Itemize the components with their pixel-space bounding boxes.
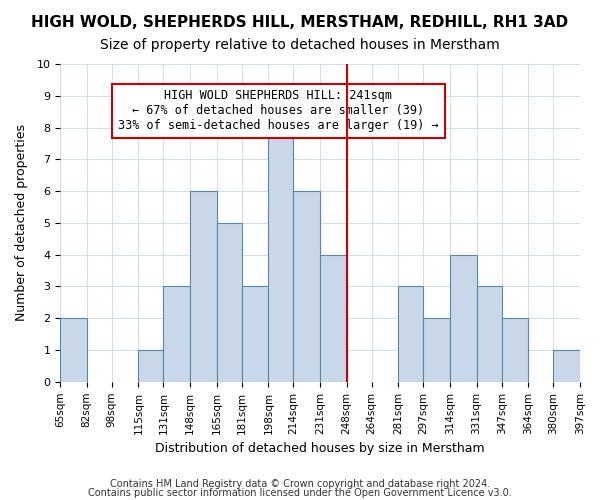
Bar xyxy=(163,286,190,382)
Bar xyxy=(190,191,217,382)
Bar xyxy=(502,318,529,382)
Bar xyxy=(320,254,347,382)
Text: Contains HM Land Registry data © Crown copyright and database right 2024.: Contains HM Land Registry data © Crown c… xyxy=(110,479,490,489)
Bar xyxy=(60,318,86,382)
Text: HIGH WOLD, SHEPHERDS HILL, MERSTHAM, REDHILL, RH1 3AD: HIGH WOLD, SHEPHERDS HILL, MERSTHAM, RED… xyxy=(31,15,569,30)
Y-axis label: Number of detached properties: Number of detached properties xyxy=(15,124,28,322)
Bar xyxy=(553,350,580,382)
Bar xyxy=(424,318,450,382)
X-axis label: Distribution of detached houses by size in Merstham: Distribution of detached houses by size … xyxy=(155,442,485,455)
Bar xyxy=(268,128,293,382)
Text: HIGH WOLD SHEPHERDS HILL: 241sqm
← 67% of detached houses are smaller (39)
33% o: HIGH WOLD SHEPHERDS HILL: 241sqm ← 67% o… xyxy=(118,90,439,132)
Bar xyxy=(217,223,242,382)
Text: Contains public sector information licensed under the Open Government Licence v3: Contains public sector information licen… xyxy=(88,488,512,498)
Bar xyxy=(293,191,320,382)
Bar xyxy=(398,286,424,382)
Bar xyxy=(139,350,163,382)
Text: Size of property relative to detached houses in Merstham: Size of property relative to detached ho… xyxy=(100,38,500,52)
Bar xyxy=(476,286,502,382)
Bar xyxy=(242,286,268,382)
Bar xyxy=(450,254,476,382)
